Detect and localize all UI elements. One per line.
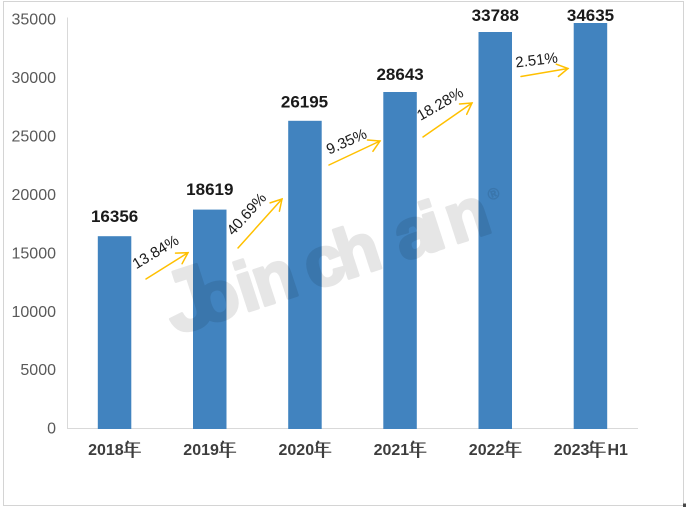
svg-text:2023: 2023 — [554, 442, 590, 459]
svg-text:33788: 33788 — [472, 6, 519, 25]
svg-text:2021: 2021 — [374, 442, 410, 459]
svg-text:26195: 26195 — [281, 92, 328, 111]
svg-text:2018: 2018 — [88, 442, 124, 459]
svg-text:2022: 2022 — [469, 442, 505, 459]
svg-text:5000: 5000 — [20, 362, 56, 379]
svg-text:16356: 16356 — [91, 207, 138, 226]
svg-text:20000: 20000 — [12, 187, 57, 204]
svg-text:0: 0 — [47, 421, 56, 438]
svg-text:15000: 15000 — [12, 245, 57, 262]
svg-text:30000: 30000 — [12, 70, 57, 87]
svg-text:h: h — [325, 207, 390, 294]
svg-text:18619: 18619 — [186, 180, 233, 199]
svg-text:25000: 25000 — [12, 128, 57, 145]
svg-text:28643: 28643 — [376, 65, 423, 84]
svg-text:10000: 10000 — [12, 304, 57, 321]
svg-text:H1: H1 — [608, 442, 629, 459]
svg-text:35000: 35000 — [12, 12, 57, 29]
svg-text:34635: 34635 — [567, 6, 614, 25]
svg-text:2.51%: 2.51% — [514, 49, 558, 71]
svg-text:2020: 2020 — [279, 442, 315, 459]
svg-text:2019: 2019 — [183, 442, 219, 459]
svg-text:®: ® — [485, 185, 502, 205]
